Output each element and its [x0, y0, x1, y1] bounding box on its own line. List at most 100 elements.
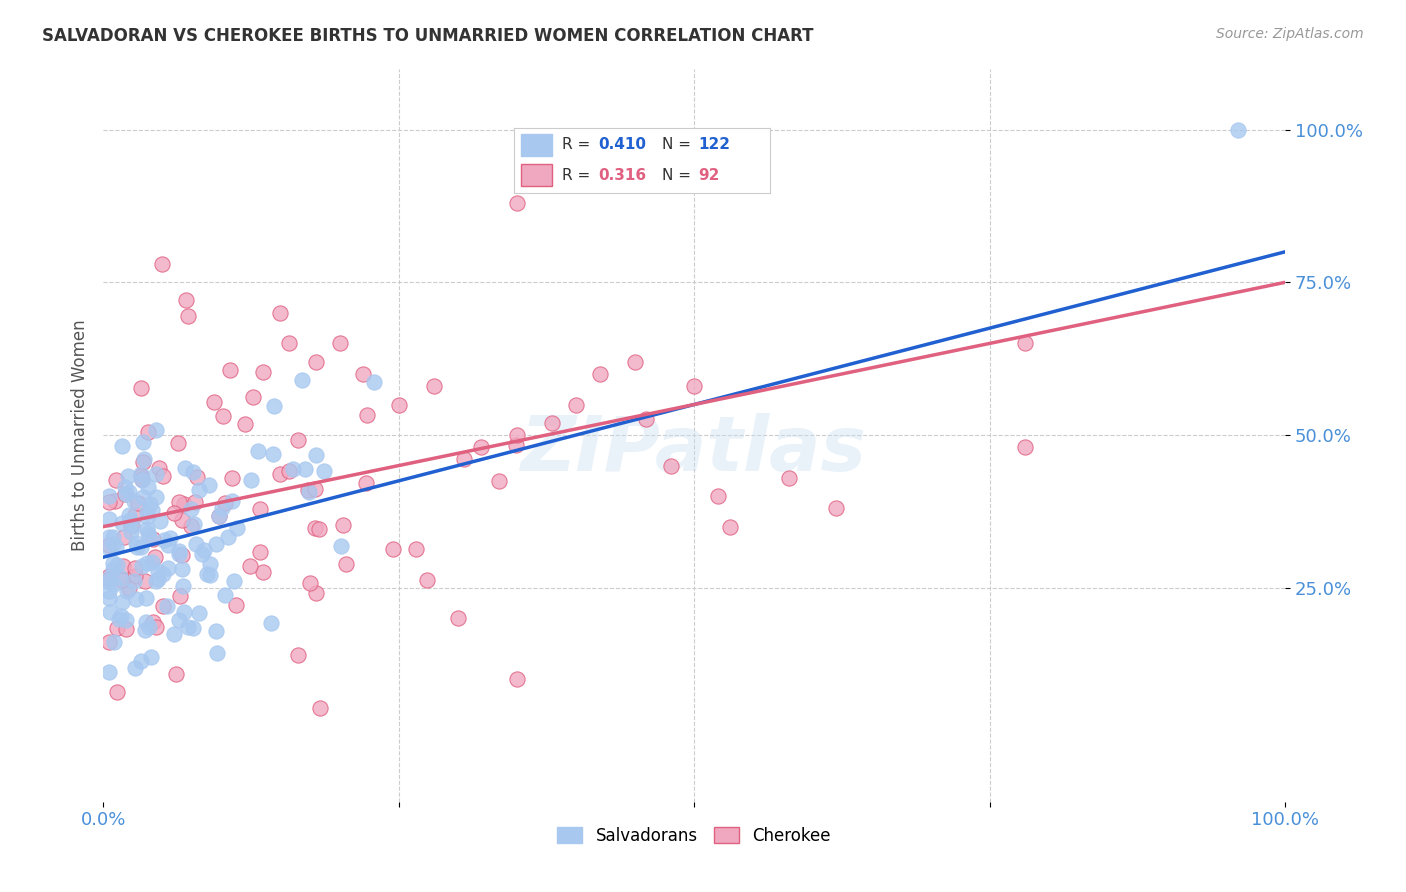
Point [145, 467, 167, 482]
Point [152, 599, 174, 613]
Point [98, 512, 121, 526]
Point [352, 367, 374, 381]
Point [825, 501, 848, 516]
Point [98, 571, 121, 585]
Point [298, 485, 321, 500]
Point [142, 532, 165, 546]
Point [221, 494, 243, 508]
Point [1014, 336, 1036, 351]
Point [118, 484, 141, 499]
Point [304, 482, 326, 496]
Point [101, 556, 124, 570]
Point [104, 540, 127, 554]
Point [249, 502, 271, 516]
Point [291, 373, 314, 387]
Point [205, 624, 228, 638]
Point [636, 412, 658, 426]
Point [124, 569, 146, 583]
Point [157, 538, 180, 552]
Point [120, 524, 142, 539]
Point [124, 661, 146, 675]
Point [135, 591, 157, 605]
Point [125, 536, 148, 550]
FancyBboxPatch shape [522, 134, 553, 156]
Point [287, 648, 309, 662]
Point [190, 547, 212, 561]
Point [707, 489, 730, 503]
Point [114, 480, 136, 494]
Point [112, 530, 135, 544]
Point [136, 525, 159, 540]
Point [98, 574, 121, 589]
Point [98, 537, 121, 551]
Point [170, 562, 193, 576]
Point [335, 557, 357, 571]
Point [269, 467, 291, 481]
Point [183, 517, 205, 532]
Point [193, 543, 215, 558]
Point [214, 496, 236, 510]
Point [269, 306, 291, 320]
Point [470, 440, 492, 454]
Point [163, 506, 186, 520]
Point [506, 428, 529, 442]
Point [98, 489, 121, 503]
Point [200, 558, 222, 572]
Point [240, 473, 263, 487]
Point [624, 355, 647, 369]
Point [328, 336, 350, 351]
Point [145, 491, 167, 505]
Point [104, 494, 127, 508]
Point [305, 448, 328, 462]
Point [98, 591, 121, 606]
Point [124, 508, 146, 522]
Point [309, 701, 332, 715]
Point [135, 615, 157, 629]
Point [169, 613, 191, 627]
Point [111, 574, 134, 588]
Point [139, 497, 162, 511]
Point [146, 564, 169, 578]
Point [447, 611, 470, 625]
Point [129, 467, 152, 481]
Text: 122: 122 [697, 137, 730, 153]
Point [207, 646, 229, 660]
Point [252, 565, 274, 579]
Point [110, 609, 132, 624]
Point [278, 335, 301, 350]
Point [157, 560, 180, 574]
Point [506, 673, 529, 687]
Point [98, 573, 121, 587]
Point [297, 483, 319, 497]
Point [198, 478, 221, 492]
Point [127, 540, 149, 554]
Point [195, 566, 218, 581]
Point [141, 555, 163, 569]
Point [124, 494, 146, 508]
Point [98, 530, 121, 544]
Y-axis label: Births to Unmarried Women: Births to Unmarried Women [72, 319, 89, 551]
Point [142, 615, 165, 629]
Point [683, 379, 706, 393]
Point [105, 473, 128, 487]
Point [242, 390, 264, 404]
Point [129, 540, 152, 554]
Point [132, 491, 155, 505]
Text: SALVADORAN VS CHEROKEE BIRTHS TO UNMARRIED WOMEN CORRELATION CHART: SALVADORAN VS CHEROKEE BIRTHS TO UNMARRI… [42, 27, 814, 45]
Point [103, 635, 125, 649]
Point [111, 516, 134, 530]
Point [174, 293, 197, 307]
Point [129, 381, 152, 395]
Point [108, 612, 131, 626]
Point [117, 469, 139, 483]
Point [218, 363, 240, 377]
Point [186, 469, 208, 483]
Point [150, 257, 173, 271]
Point [172, 579, 194, 593]
Point [134, 574, 156, 589]
Text: R =: R = [562, 137, 595, 153]
Point [159, 531, 181, 545]
Point [98, 495, 121, 509]
Point [214, 588, 236, 602]
Point [205, 537, 228, 551]
